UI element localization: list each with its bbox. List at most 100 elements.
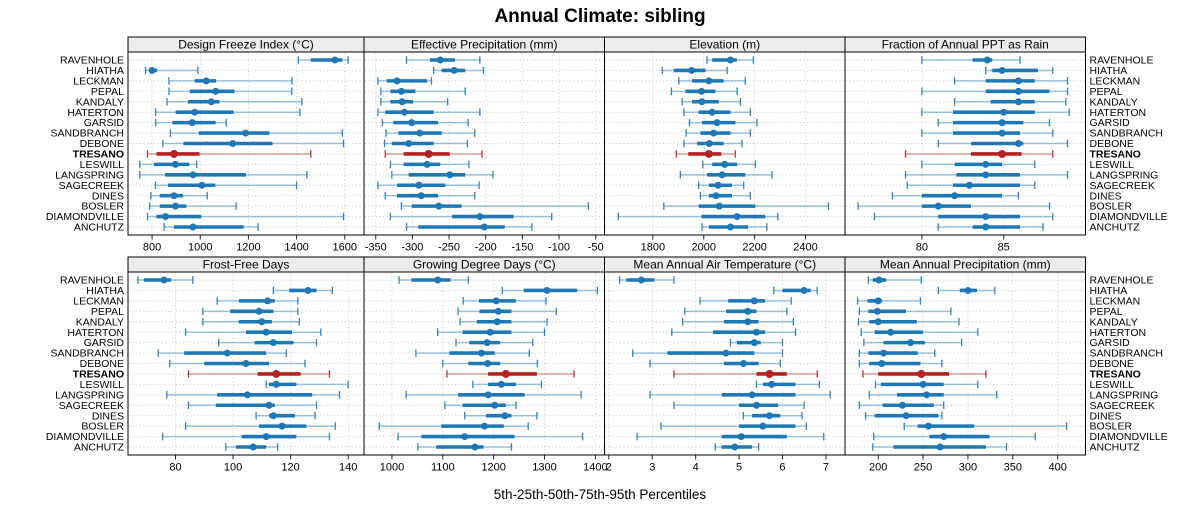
percentile-row-pepal <box>684 307 788 316</box>
median-dot <box>1014 77 1022 85</box>
median-dot <box>964 286 972 294</box>
median-dot <box>481 422 489 430</box>
percentile-row-tresano <box>904 149 1054 158</box>
median-dot <box>161 213 169 221</box>
median-dot <box>880 349 888 357</box>
axis-tick-label: 7 <box>823 462 829 474</box>
median-dot <box>726 56 734 64</box>
median-dot <box>722 349 730 357</box>
median-dot <box>207 98 215 106</box>
median-dot <box>492 297 500 305</box>
median-dot <box>982 171 990 179</box>
median-dot <box>800 286 808 294</box>
percentile-row-dines <box>699 191 751 200</box>
median-dot <box>400 108 408 116</box>
percentile-row-kandaly <box>953 97 1067 106</box>
median-dot <box>169 149 178 158</box>
chart-title: Annual Climate: sibling <box>494 6 706 27</box>
percentile-row-ravenhole <box>706 56 755 64</box>
median-dot <box>752 328 760 336</box>
median-dot <box>484 391 492 399</box>
percentile-row-leswill <box>702 160 757 169</box>
site-label-right-leswill: LESWILL <box>1090 159 1135 171</box>
median-dot <box>712 192 720 200</box>
percentile-row-haterton <box>671 328 797 336</box>
site-label-left-pepal: PEPAL <box>91 306 124 318</box>
median-dot <box>902 412 910 420</box>
median-dot <box>1014 87 1022 95</box>
median-dot <box>715 202 723 210</box>
axis-tick-label: 300 <box>959 462 977 474</box>
median-dot <box>191 108 199 116</box>
percentile-row-sandbranch <box>632 349 784 357</box>
site-label-right-tresano: TRESANO <box>1090 369 1141 381</box>
percentile-row-dines <box>864 411 943 420</box>
site-label-left-leswill: LESWILL <box>80 379 125 391</box>
percentile-row-langspring <box>868 391 998 399</box>
percentile-row-hiatha <box>773 286 818 295</box>
percentile-row-garsid <box>455 338 534 347</box>
percentile-row-anchutz <box>417 443 513 451</box>
median-dot <box>936 443 944 451</box>
median-dot <box>262 433 270 441</box>
percentile-row-langspring <box>139 171 308 179</box>
median-dot <box>423 160 431 168</box>
axis-tick-label: 120 <box>281 462 299 474</box>
median-dot <box>713 119 721 127</box>
site-label-right-langspring: LANGSPRING <box>1090 169 1159 181</box>
percentile-row-tresano <box>146 149 312 158</box>
percentile-row-debone <box>162 139 345 148</box>
percentile-row-leswill <box>389 160 470 169</box>
median-dot <box>543 286 551 294</box>
median-dot <box>874 297 882 305</box>
median-dot <box>436 56 444 64</box>
median-dot <box>768 380 776 388</box>
axis-tick-label: 1000 <box>380 462 404 474</box>
percentile-row-hiatha <box>144 66 199 75</box>
median-dot <box>223 349 231 357</box>
percentile-row-leswill <box>472 380 543 389</box>
site-label-left-leckman: LECKMAN <box>73 75 124 87</box>
median-dot <box>501 369 510 378</box>
percentile-row-haterton <box>184 328 322 336</box>
median-dot <box>229 140 237 147</box>
percentile-row-sagecreek <box>377 181 480 190</box>
site-label-left-leswill: LESWILL <box>80 159 125 171</box>
median-dot <box>243 391 251 399</box>
percentile-row-debone <box>858 359 943 368</box>
percentile-row-langspring <box>904 171 1069 179</box>
median-dot <box>269 339 277 347</box>
percentile-row-leckman <box>856 297 922 305</box>
percentile-row-tresano <box>187 369 331 378</box>
percentile-row-diamondville <box>146 212 345 221</box>
median-dot <box>907 339 915 347</box>
median-dot <box>262 328 270 336</box>
axis-tick-label: 2000 <box>692 242 716 254</box>
percentile-row-ravenhole <box>297 56 349 64</box>
site-label-left-bosler: BOSLER <box>81 421 124 433</box>
axis-tick-label: 1800 <box>641 242 665 254</box>
site-label-left-sandbranch: SANDBRANCH <box>50 128 124 140</box>
axis-tick-label: 400 <box>1049 462 1067 474</box>
percentile-row-ravenhole <box>405 56 481 64</box>
panel-header-growing-degree-days-c: Growing Degree Days (°C) <box>413 258 556 272</box>
median-dot <box>272 369 281 378</box>
percentile-row-dines <box>255 411 316 420</box>
percentile-row-hiatha <box>272 286 333 295</box>
median-dot <box>710 129 718 137</box>
median-dot <box>170 192 178 200</box>
median-dot <box>486 328 494 336</box>
percentile-row-haterton <box>683 108 751 116</box>
percentile-row-tresano <box>862 369 987 378</box>
median-dot <box>721 160 729 168</box>
median-dot <box>160 276 168 284</box>
percentile-row-haterton <box>377 108 481 116</box>
site-label-right-pepal: PEPAL <box>1090 306 1123 318</box>
site-label-right-ravenhole: RAVENHOLE <box>1090 55 1154 67</box>
percentile-row-pepal <box>457 307 557 316</box>
axis-tick-label: 6 <box>779 462 785 474</box>
median-dot <box>697 87 705 95</box>
percentile-row-debone <box>683 139 743 148</box>
site-label-right-kandaly: KANDALY <box>1090 96 1138 108</box>
